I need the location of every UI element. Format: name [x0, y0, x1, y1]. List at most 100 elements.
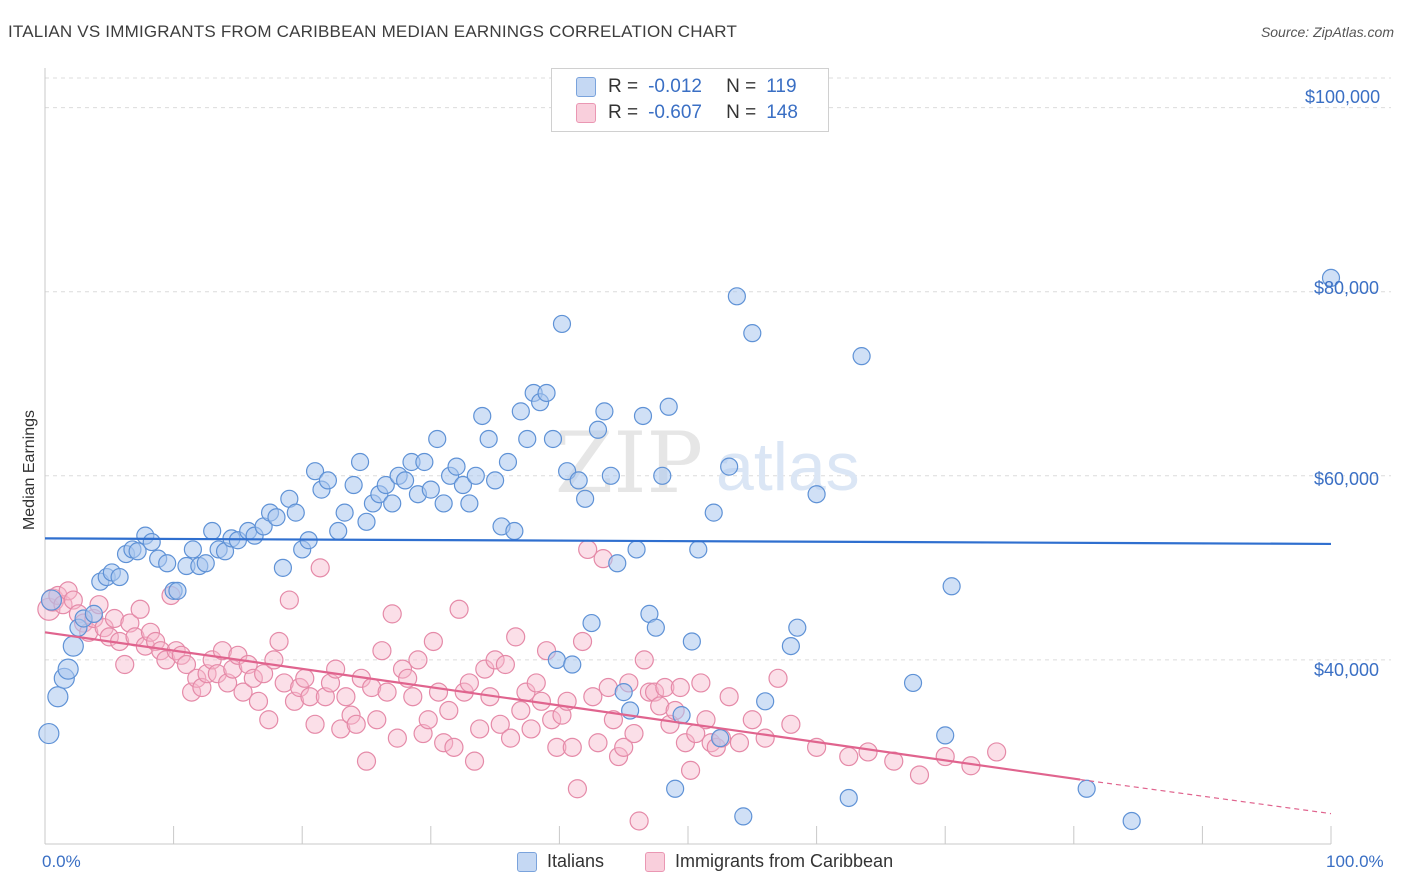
italians-point: [563, 655, 582, 674]
italians-point: [267, 508, 286, 527]
caribbean-point: [418, 710, 438, 730]
italians-point: [168, 581, 187, 600]
caribbean-point: [274, 673, 294, 693]
italians-point: [196, 554, 215, 573]
caribbean-point: [485, 650, 505, 670]
caribbean-point: [310, 558, 330, 578]
italians-point: [788, 618, 807, 637]
italians-point: [421, 480, 440, 499]
caribbean-point: [583, 687, 603, 707]
bottom-legend-label-italians: Italians: [547, 851, 605, 871]
caribbean-point: [521, 719, 541, 739]
caribbean-point: [58, 581, 78, 601]
watermark-atlas: atlas: [716, 429, 860, 505]
caribbean-point: [567, 779, 588, 799]
italians-point: [1321, 268, 1341, 288]
caribbean-point: [680, 760, 701, 780]
caribbean-point: [403, 687, 423, 707]
italians-point: [743, 324, 762, 343]
italians-point: [447, 457, 466, 476]
caribbean-point: [341, 705, 361, 725]
chart-source: Source: ZipAtlas.com: [1260, 24, 1394, 40]
caribbean-point: [140, 622, 161, 642]
italians-point: [653, 466, 672, 485]
caribbean-point: [603, 710, 624, 730]
caribbean-point: [858, 742, 878, 762]
caribbean-point: [439, 700, 459, 721]
caribbean-point: [470, 719, 490, 739]
italians-point: [460, 494, 479, 513]
italians-point: [547, 650, 566, 670]
legend-r-value: -0.012: [648, 76, 702, 97]
caribbean-point: [377, 682, 397, 702]
italians-point: [203, 521, 222, 541]
legend-r-value: -0.607: [648, 102, 702, 123]
italians-point: [395, 471, 415, 490]
caribbean-point: [500, 728, 521, 748]
italians-point: [588, 420, 608, 439]
italians-point: [38, 722, 60, 745]
italians-point: [711, 729, 730, 748]
caribbean-trend-line: [44, 631, 1081, 781]
caribbean-point: [547, 737, 567, 757]
italians-point: [576, 489, 595, 508]
caribbean-point: [909, 765, 930, 785]
italians-point: [659, 397, 678, 416]
italians-point: [40, 589, 63, 611]
caribbean-point: [490, 714, 510, 734]
caribbean-point: [331, 719, 351, 739]
italians-point: [601, 466, 620, 485]
italians-point: [682, 632, 701, 651]
italians-point: [807, 485, 826, 504]
italians-point: [1077, 779, 1096, 798]
caribbean-point: [572, 631, 593, 652]
italians-point: [305, 462, 325, 481]
x-tick-label-min: 0.0%: [42, 852, 81, 871]
italians-point: [128, 542, 147, 561]
italians-point: [335, 503, 354, 522]
italians-point: [62, 635, 84, 657]
italians-point: [614, 683, 633, 702]
caribbean-point: [588, 733, 608, 753]
italians-point: [720, 457, 739, 476]
italians-point: [344, 475, 363, 495]
trend-lines: [44, 537, 1332, 815]
caribbean-point: [506, 627, 526, 647]
italians-point: [627, 540, 646, 559]
italians-point: [1122, 811, 1141, 831]
bottom-legend-swatch-italians: [517, 851, 537, 872]
caribbean-point: [279, 590, 299, 610]
caribbean-point: [254, 664, 274, 684]
caribbean-point: [248, 691, 269, 711]
caribbean-point: [839, 746, 859, 767]
caribbean-point: [336, 687, 356, 707]
caribbean-point: [614, 737, 634, 757]
caribbean-point: [187, 668, 207, 688]
caribbean-point: [729, 733, 750, 753]
caribbean-point: [176, 654, 197, 675]
caribbean-point: [768, 668, 788, 688]
italians-point: [376, 475, 395, 495]
caribbean-point: [259, 710, 279, 730]
italians-point: [415, 452, 434, 472]
caribbean-point: [428, 682, 449, 702]
italians-point: [479, 429, 498, 449]
italians-point: [357, 512, 376, 531]
italians-point: [936, 726, 955, 745]
italians-point: [552, 314, 572, 334]
caribbean-point: [387, 728, 407, 748]
caribbean-point: [670, 677, 690, 698]
italians-point: [734, 807, 753, 826]
caribbean-point: [655, 677, 675, 698]
caribbean-point: [598, 677, 618, 698]
italians-point: [318, 471, 338, 490]
italians-point: [428, 429, 447, 449]
italians-point: [852, 347, 871, 366]
grid-lines: [45, 77, 1391, 661]
italians-point: [84, 604, 103, 623]
caribbean-point: [691, 673, 711, 693]
italians-point: [57, 658, 79, 680]
italians-point: [183, 540, 202, 559]
caribbean-point: [423, 631, 443, 652]
